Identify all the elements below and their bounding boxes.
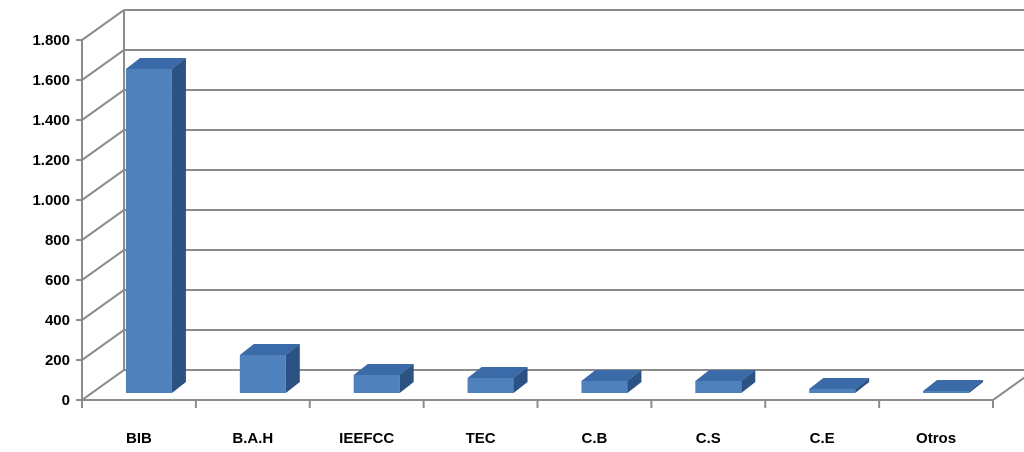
gridline-side (81, 169, 125, 201)
bar-top (353, 364, 414, 375)
gridline-side (81, 49, 125, 81)
x-tick-label: IEEFCC (339, 430, 394, 447)
bar (923, 380, 984, 393)
y-tick-label: 800 (45, 232, 70, 249)
bar (467, 367, 528, 393)
bar-front (239, 355, 286, 393)
x-tick-label: C.B (582, 430, 608, 447)
bar-front (809, 389, 856, 393)
bar-front (581, 381, 628, 393)
gridline-side (81, 129, 125, 161)
gridline-side (81, 249, 125, 281)
bar-front (923, 391, 970, 393)
y-tick-label: 200 (45, 352, 70, 369)
y-tick-label: 0 (62, 392, 70, 409)
bar-side (741, 370, 756, 393)
x-tick-label: C.E (810, 430, 835, 447)
y-tick-label: 1.000 (32, 192, 70, 209)
x-tick-label: C.S (696, 430, 721, 447)
bar-front (125, 69, 172, 393)
bar-top (239, 344, 300, 355)
bar-top (581, 370, 642, 381)
labels-layer: 0 200 400 600 800 1.000 1.200 1.400 1.600 1.800 BI… (32, 32, 956, 447)
bar (239, 344, 300, 393)
bar-top (809, 378, 870, 389)
x-tick-label: TEC (466, 430, 496, 447)
y-tick-label: 1.200 (32, 152, 70, 169)
gridline-side (81, 89, 125, 121)
y-tick-label: 1.400 (32, 112, 70, 129)
y-tick-label: 1.600 (32, 72, 70, 89)
bar-front (695, 381, 742, 393)
bar (695, 370, 756, 393)
bar-side (855, 378, 870, 393)
x-tick-label: BIB (126, 430, 152, 447)
bar-side (513, 367, 528, 393)
grid-layer (81, 9, 1024, 401)
bar-side (285, 344, 300, 393)
bar (809, 378, 870, 393)
bar-side (171, 58, 186, 393)
bars-layer (125, 58, 984, 393)
gridline-side (81, 369, 125, 401)
bar-side (969, 380, 984, 393)
y-tick-label: 600 (45, 272, 70, 289)
bar (125, 58, 186, 393)
axis-layer (76, 39, 1024, 408)
x-tick-label: B.A.H (232, 430, 273, 447)
gridline-side (81, 329, 125, 361)
x-tick-label: Otros (916, 430, 956, 447)
bar-side (399, 364, 414, 393)
gridline-side (81, 9, 125, 41)
y-tick-label: 1.800 (32, 32, 70, 49)
bar-top (695, 370, 756, 381)
bar (581, 370, 642, 393)
bar-top (125, 58, 186, 69)
bar-top (923, 380, 984, 391)
gridline-side (81, 209, 125, 241)
floor-edge (992, 376, 1024, 401)
bar-side (627, 370, 642, 393)
bar-front (353, 375, 400, 393)
gridline-side (81, 289, 125, 321)
y-tick-label: 400 (45, 312, 70, 329)
bar (353, 364, 414, 393)
bar-top (467, 367, 528, 378)
bar-front (467, 378, 514, 393)
